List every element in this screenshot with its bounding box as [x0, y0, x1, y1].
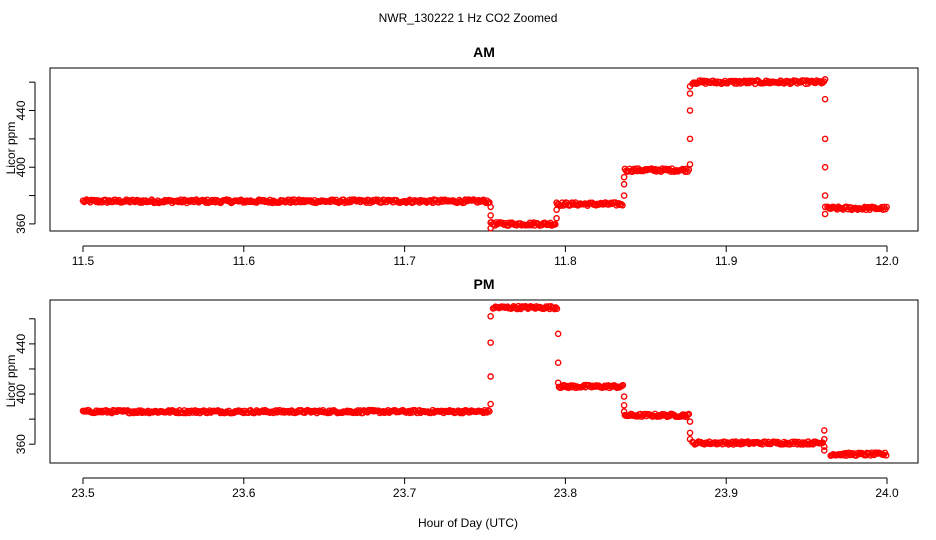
am-transition-point: [821, 210, 829, 218]
am-transition-point: [821, 76, 829, 83]
am-y-axis-label: Licor ppm: [4, 122, 18, 175]
am-y-tick-label: 360: [14, 214, 28, 234]
pm-x-tick-label: 23.7: [393, 486, 417, 500]
am-panel: AM Licor ppm 11.5 11.6 11.7 11.8 11.9 12.0 360…: [4, 44, 919, 268]
pm-transition-point: [686, 418, 694, 425]
pm-transition-point: [620, 402, 628, 409]
am-transition-point: [620, 192, 628, 199]
pm-transition-point: [487, 339, 494, 346]
pm-x-tick-label: 23.8: [554, 486, 578, 500]
pm-data-point: [553, 305, 561, 313]
pm-transition-point: [686, 435, 694, 443]
am-panel-title: AM: [473, 44, 495, 60]
pm-data-point: [685, 410, 693, 418]
pm-data-point: [654, 413, 661, 420]
am-x-tick-label: 12.0: [875, 254, 899, 268]
am-transition-point: [821, 95, 829, 103]
pm-transition-point: [620, 393, 628, 400]
pm-transition-point: [487, 400, 494, 408]
pm-plot-frame: [49, 299, 919, 464]
pm-data-point: [552, 304, 560, 311]
pm-data-point: [486, 408, 493, 415]
pm-data-point: [658, 410, 666, 418]
am-x-tick-label: 11.7: [393, 254, 416, 268]
pm-panel: PM Licor ppm 23.5 23.6 23.7 23.8 23.9 24.0 360…: [4, 276, 919, 500]
am-plot-frame: [49, 67, 919, 232]
pm-x-tick-label: 23.6: [232, 486, 256, 500]
pm-data-point: [882, 452, 890, 459]
pm-y-axis-label: Licor ppm: [4, 355, 18, 408]
am-transition-point: [821, 163, 829, 171]
pm-transition-point: [487, 312, 494, 320]
am-points: [79, 76, 890, 232]
pm-transition-point: [820, 435, 828, 443]
am-x-tick-label: 11.8: [554, 254, 577, 268]
am-transition-point: [487, 212, 494, 219]
am-transition-point: [821, 135, 829, 143]
pm-transition-point: [554, 359, 562, 366]
pm-x-tick-label: 23.5: [71, 486, 95, 500]
am-transition-point: [553, 214, 560, 222]
am-data-point: [617, 200, 625, 208]
pm-panel-title: PM: [474, 276, 495, 292]
pm-transition-point: [620, 408, 628, 415]
am-transition-point: [620, 180, 628, 188]
am-transition-point: [686, 83, 694, 90]
am-data-point: [552, 221, 559, 228]
pm-ticks: 23.5 23.6 23.7 23.8 23.9 24.0 360 400 440: [14, 318, 899, 500]
am-transition-point: [553, 206, 560, 214]
am-transition-point: [487, 224, 494, 232]
am-x-tick-label: 11.9: [715, 254, 738, 268]
am-transition-point: [686, 107, 694, 114]
pm-y-tick-label: 440: [14, 334, 28, 354]
am-x-tick-label: 11.6: [233, 254, 256, 268]
pm-transition-point: [686, 429, 694, 437]
am-data-point: [662, 165, 670, 173]
chart-title: NWR_130222 1 Hz CO2 Zoomed: [379, 11, 558, 25]
am-transition-point: [686, 161, 694, 168]
am-transition-point: [487, 203, 494, 211]
pm-transition-point: [554, 330, 562, 338]
am-data-point: [883, 203, 890, 211]
pm-x-tick-label: 24.0: [875, 486, 899, 500]
am-transition-point: [821, 192, 829, 199]
am-ticks: 11.5 11.6 11.7 11.8 11.9 12.0 360 400 440: [14, 81, 899, 268]
pm-transition-point: [820, 447, 828, 454]
pm-points: [79, 302, 890, 459]
am-transition-point: [686, 90, 694, 97]
am-transition-point: [553, 199, 560, 206]
pm-data-point: [484, 406, 492, 414]
am-data-point: [619, 202, 626, 209]
am-y-tick-label: 440: [14, 100, 28, 120]
am-x-tick-label: 11.5: [72, 254, 95, 268]
pm-transition-point: [820, 443, 828, 451]
x-axis-label: Hour of Day (UTC): [418, 516, 518, 530]
am-transition-point: [620, 173, 628, 181]
pm-transition-point: [554, 379, 562, 387]
am-transition-point: [686, 135, 694, 143]
pm-x-tick-label: 23.9: [715, 486, 739, 500]
pm-y-tick-label: 360: [14, 434, 28, 454]
am-y-tick-label: 400: [14, 157, 28, 177]
pm-data-point: [619, 381, 627, 389]
pm-y-tick-label: 400: [14, 384, 28, 404]
am-transition-point: [821, 203, 829, 211]
pm-transition-point: [820, 427, 828, 434]
pm-transition-point: [487, 373, 494, 380]
